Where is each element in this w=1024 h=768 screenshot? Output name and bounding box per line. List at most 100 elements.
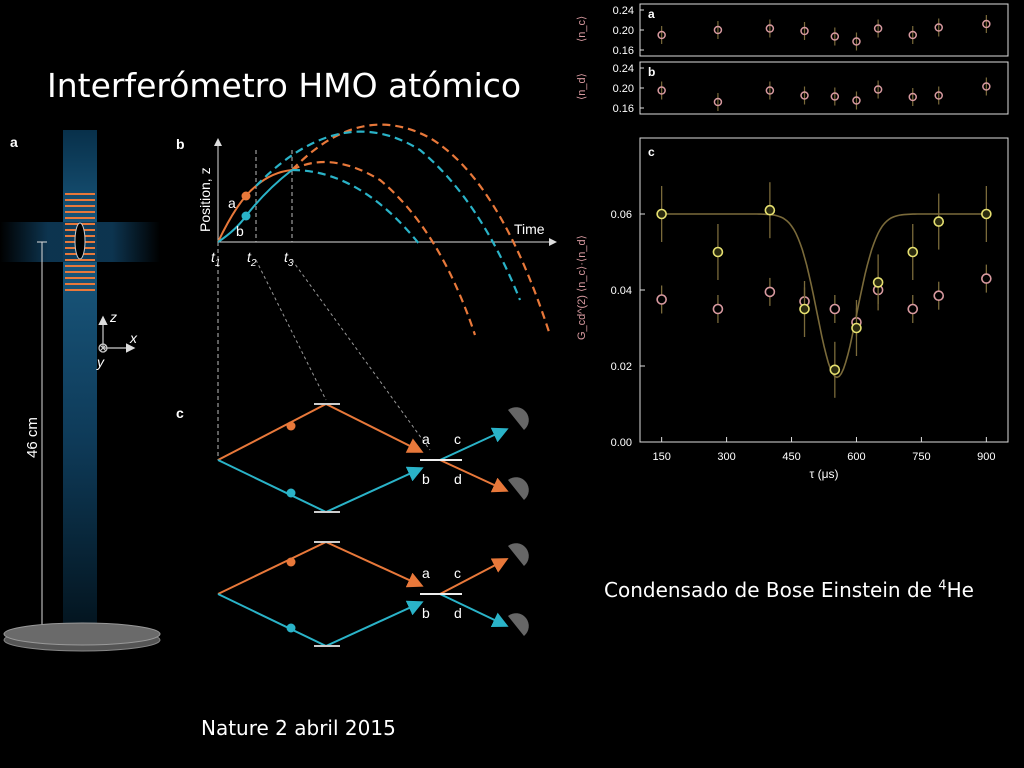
data-point-product bbox=[907, 303, 919, 315]
chart-ytick-label: 0.06 bbox=[611, 209, 632, 221]
chart-ytick-label: 0.24 bbox=[613, 5, 634, 17]
distance-label: 46 cm bbox=[24, 417, 41, 458]
data-point bbox=[982, 19, 991, 29]
svg-text:b: b bbox=[422, 605, 430, 621]
svg-text:d: d bbox=[454, 471, 462, 487]
point-a-marker bbox=[241, 191, 251, 201]
data-point bbox=[852, 37, 861, 46]
slide-title: Interferómetro HMO atómico bbox=[47, 66, 522, 105]
chart-ytick-label: 0.16 bbox=[613, 103, 634, 115]
chart-xtick-label: 600 bbox=[847, 451, 865, 463]
t3-label: t3 bbox=[284, 249, 294, 269]
data-point bbox=[934, 91, 943, 100]
vertical-beam bbox=[63, 130, 97, 650]
data-point bbox=[765, 86, 775, 95]
data-point-g2 bbox=[981, 208, 992, 220]
data-point-g2 bbox=[829, 364, 841, 376]
data-point bbox=[873, 85, 883, 94]
data-point-g2 bbox=[851, 322, 862, 334]
chart-xtick-label: 150 bbox=[652, 451, 670, 463]
data-point-product bbox=[829, 303, 841, 315]
data-point-product bbox=[712, 303, 724, 315]
svg-text:b: b bbox=[422, 471, 430, 487]
data-point bbox=[657, 30, 666, 40]
chart-ytick-label: 0.02 bbox=[611, 361, 632, 373]
data-point bbox=[765, 24, 775, 33]
data-point-g2 bbox=[907, 246, 919, 258]
interferometer-diagram-2: a c b d bbox=[217, 541, 529, 647]
chart-panel-label: a bbox=[648, 7, 655, 21]
chart-xtick-label: 900 bbox=[977, 451, 995, 463]
chart-ytick-label: 0.04 bbox=[611, 285, 632, 297]
t2-label: t2 bbox=[247, 249, 257, 269]
svg-text:c: c bbox=[454, 565, 461, 581]
chart-xtick-label: 450 bbox=[782, 451, 800, 463]
chart-ytick-label: 0.24 bbox=[613, 63, 634, 75]
chart-ytick-label: 0.00 bbox=[611, 437, 632, 449]
chart-frame bbox=[639, 61, 1009, 115]
interferometer-diagram-1: a c b d bbox=[217, 403, 529, 513]
chart-frame bbox=[639, 3, 1009, 57]
data-point-g2 bbox=[872, 277, 884, 288]
svg-text:c: c bbox=[454, 431, 461, 447]
chart-panel-label: b bbox=[648, 65, 655, 79]
fit-curve bbox=[661, 213, 987, 379]
axis-z-label: z bbox=[109, 309, 117, 325]
axis-y-label: y bbox=[96, 354, 105, 370]
data-point-product bbox=[764, 286, 776, 298]
data-point bbox=[852, 96, 861, 105]
panel-b-trajectories: b Position, z Time a b t1 t2 t3 bbox=[176, 123, 557, 460]
data-point bbox=[982, 82, 991, 91]
chart-xtick-label: 300 bbox=[717, 451, 735, 463]
time-axis-label: Time bbox=[514, 221, 545, 237]
position-axis-label: Position, z bbox=[197, 167, 213, 232]
svg-text:a: a bbox=[422, 565, 430, 581]
data-point bbox=[713, 25, 723, 35]
data-point bbox=[830, 32, 840, 41]
data-point bbox=[657, 86, 666, 95]
data-point bbox=[830, 92, 840, 101]
axes-icon bbox=[98, 315, 136, 353]
panel-b-label: b bbox=[176, 136, 185, 152]
t1-label: t1 bbox=[211, 249, 220, 269]
chart-ylabel: ⟨n_d⟩ bbox=[576, 73, 588, 100]
svg-text:d: d bbox=[454, 605, 462, 621]
data-point bbox=[908, 30, 918, 40]
caption: Condensado de Bose Einstein de 4He bbox=[604, 578, 974, 602]
chart-ytick-label: 0.16 bbox=[613, 45, 634, 57]
panel-c-label: c bbox=[176, 405, 184, 421]
right-charts: a ⟨n_c⟩ 0.24 0.20 0.16 b ⟨n_d⟩ 0.24 0.20 0.16 c 0.0… bbox=[576, 3, 1009, 481]
chart-ytick-label: 0.20 bbox=[613, 25, 634, 37]
panel-a-apparatus: a z x y 46 cm bbox=[0, 130, 161, 652]
point-a-label: a bbox=[228, 195, 236, 211]
point-b-marker bbox=[241, 211, 251, 221]
data-point bbox=[713, 97, 723, 107]
data-point-g2 bbox=[656, 208, 667, 220]
chart-ylabel: G_cd^(2) ⟨n_c⟩·⟨n_d⟩ bbox=[576, 235, 588, 340]
axis-x-label: x bbox=[129, 330, 138, 346]
chart-frame bbox=[639, 137, 1009, 443]
point-b-label: b bbox=[236, 223, 244, 239]
data-point bbox=[800, 91, 809, 100]
data-point-g2 bbox=[799, 303, 810, 315]
data-point-product bbox=[981, 273, 992, 284]
data-point-product bbox=[656, 294, 667, 305]
data-point-product bbox=[933, 290, 945, 302]
panel-c-interferometer: c a c b d bbox=[176, 403, 529, 647]
data-point bbox=[908, 92, 918, 102]
data-point bbox=[934, 23, 943, 32]
chart-panel-label: c bbox=[648, 145, 655, 159]
chart-ylabel: ⟨n_c⟩ bbox=[576, 16, 588, 42]
data-point bbox=[873, 24, 883, 33]
data-point-g2 bbox=[764, 204, 776, 216]
data-point-g2 bbox=[933, 216, 945, 227]
data-point bbox=[800, 26, 809, 36]
atom-cloud bbox=[74, 222, 86, 260]
chart-xlabel: τ (μs) bbox=[810, 467, 839, 481]
svg-text:a: a bbox=[422, 431, 430, 447]
panel-a-label: a bbox=[10, 134, 18, 150]
chart-xtick-label: 750 bbox=[912, 451, 930, 463]
source-citation: Nature 2 abril 2015 bbox=[201, 716, 396, 740]
data-point-g2 bbox=[712, 246, 724, 258]
chart-ytick-label: 0.20 bbox=[613, 83, 634, 95]
